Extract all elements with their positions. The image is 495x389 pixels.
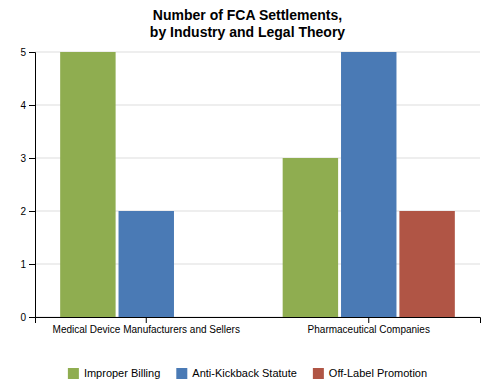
x-tick-mark — [368, 317, 369, 323]
y-tick-label: 2 — [20, 206, 26, 217]
y-tick-label: 4 — [20, 100, 26, 111]
x-tick-label: Pharmaceutical Companies — [308, 324, 430, 335]
bar — [341, 52, 396, 317]
x-tick: Medical Device Manufacturers and Sellers — [53, 317, 240, 335]
legend-item: Improper Billing — [68, 367, 160, 379]
y-axis: 0 1 2 3 4 5 — [20, 47, 35, 323]
y-tick-mark — [29, 264, 35, 265]
bar — [283, 158, 338, 317]
x-tick-mark — [146, 317, 147, 323]
x-tick-label-line: Medical Device Manufacturers and Sellers — [53, 324, 240, 335]
y-tick-mark — [29, 158, 35, 159]
y-tick: 0 — [20, 312, 35, 323]
plot: 0 1 2 3 4 5 Medical Device Manufacturers and S… — [20, 47, 480, 335]
y-tick-mark — [29, 211, 35, 212]
y-axis-line — [29, 53, 36, 318]
title: Number of FCA Settlements,by Industry an… — [150, 7, 345, 40]
y-tick-label: 5 — [20, 47, 26, 58]
y-tick-label: 3 — [20, 153, 26, 164]
legend-swatch — [176, 368, 187, 379]
x-tick-label: Medical Device Manufacturers and Sellers — [53, 324, 240, 335]
series — [119, 52, 397, 317]
legend-item: Off-Label Promotion — [313, 367, 427, 379]
y-tick-label: 1 — [20, 259, 26, 270]
y-tick: 2 — [20, 206, 35, 217]
bar — [177, 317, 232, 318]
legend-swatch — [68, 368, 79, 379]
series — [399, 211, 454, 317]
y-tick-mark — [29, 105, 35, 106]
legend-swatch — [313, 368, 324, 379]
title-line: Number of FCA Settlements, — [153, 7, 342, 23]
y-tick: 1 — [20, 259, 35, 270]
series — [60, 52, 338, 317]
legend-label: Anti-Kickback Statute — [192, 367, 297, 379]
legend-item: Anti-Kickback Statute — [176, 367, 297, 379]
legend-label: Off-Label Promotion — [329, 367, 427, 379]
y-tick: 3 — [20, 153, 35, 164]
x-tick: Pharmaceutical Companies — [308, 317, 430, 335]
x-axis-line — [36, 318, 481, 324]
bar — [60, 52, 115, 317]
legend-label: Improper Billing — [84, 367, 160, 379]
x-axis: Medical Device Manufacturers and Sellers… — [36, 317, 481, 335]
bar — [119, 211, 174, 317]
y-tick: 4 — [20, 100, 35, 111]
legend: Improper Billing Anti-Kickback Statute Off… — [68, 367, 427, 379]
x-tick-label-line: Pharmaceutical Companies — [308, 324, 430, 335]
y-tick: 5 — [20, 47, 35, 58]
y-tick-mark — [29, 317, 35, 318]
chart: Number of FCA Settlements,by Industry an… — [0, 0, 495, 389]
bars — [60, 52, 455, 317]
y-tick-mark — [29, 52, 35, 53]
grid — [35, 52, 480, 317]
title-line: by Industry and Legal Theory — [150, 24, 345, 40]
y-tick-label: 0 — [20, 312, 26, 323]
bar — [399, 211, 454, 317]
chart-container: Number of FCA Settlements,by Industry an… — [0, 0, 495, 389]
